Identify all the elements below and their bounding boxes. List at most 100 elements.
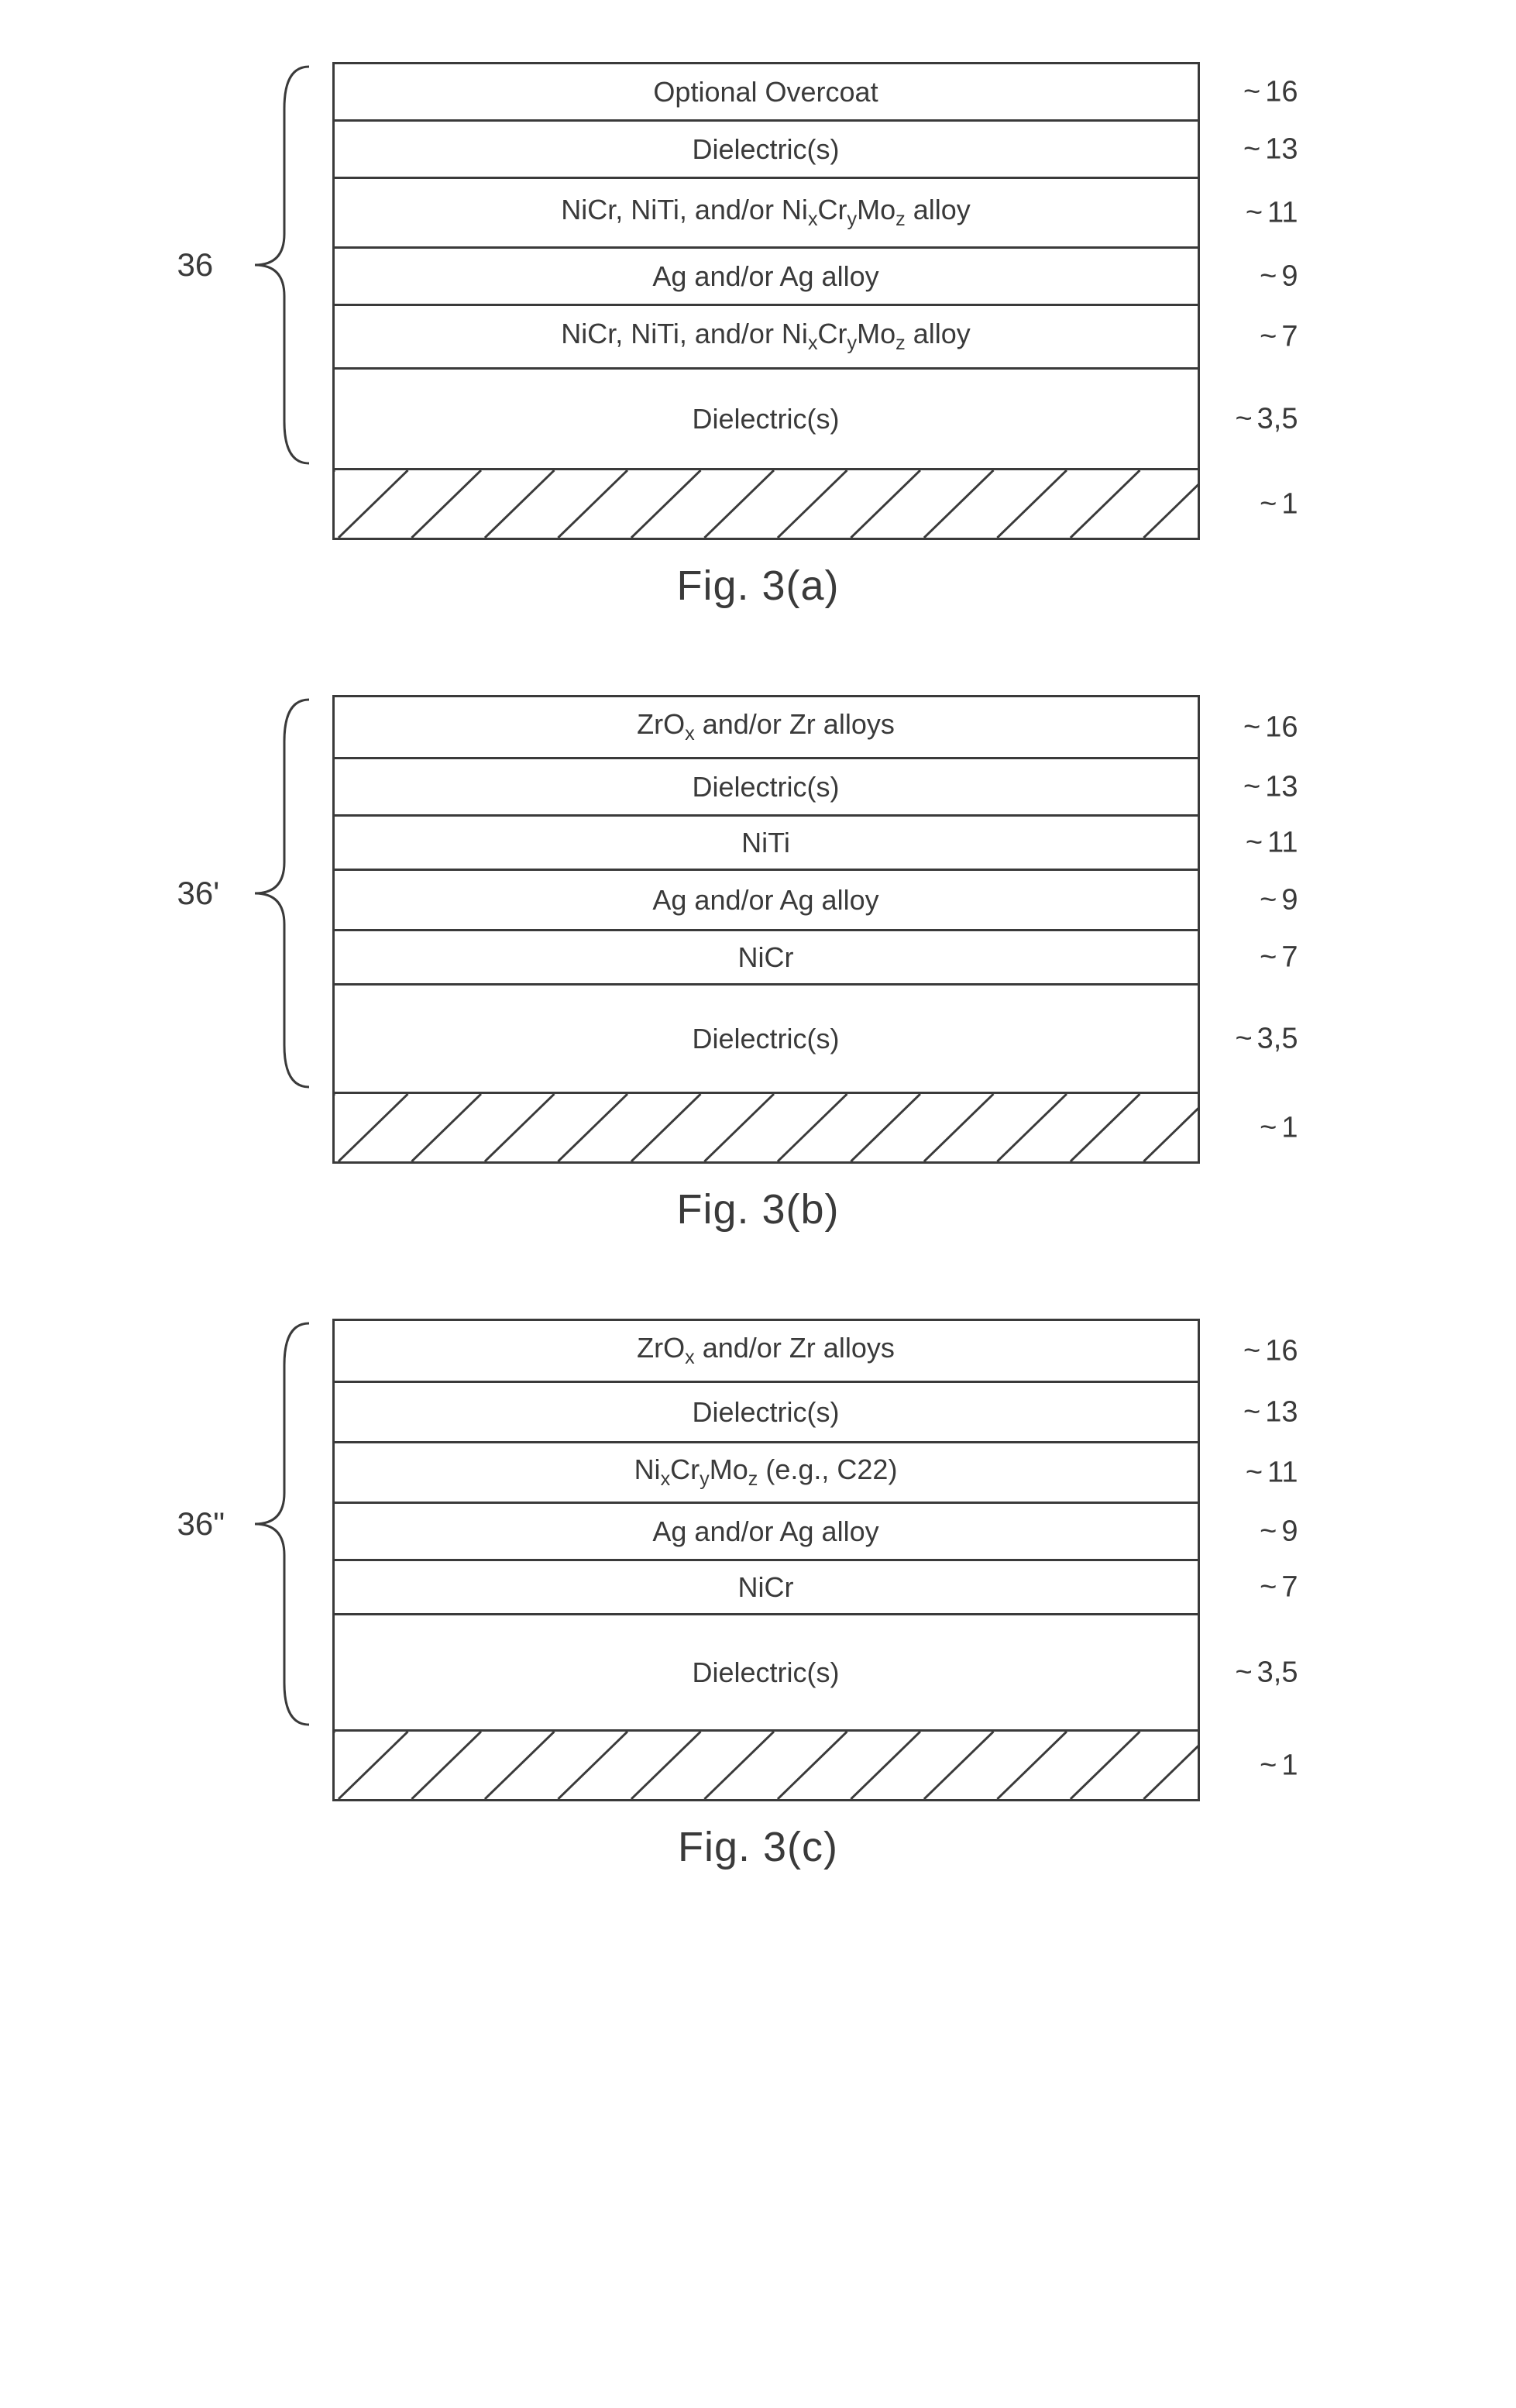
coating-layer: Dielectric(s)~3,5 [335, 1615, 1198, 1732]
coating-layer: NiTi~11 [335, 817, 1198, 871]
layer-number: 11 [1267, 196, 1298, 229]
figure-c: 36"ZrOx and/or Zr alloys~16Dielectric(s)… [177, 1319, 1339, 1871]
layer-number: 7 [1281, 320, 1298, 353]
figure-b: 36'ZrOx and/or Zr alloys~16Dielectric(s)… [177, 695, 1339, 1233]
layer-label: Dielectric(s) [692, 771, 839, 803]
layer-number-label: ~11 [1266, 1456, 1298, 1489]
tilde-icon: ~ [1260, 320, 1277, 353]
layer-number-label: ~3,5 [1255, 402, 1298, 435]
layer-number-label: ~1 [1280, 1749, 1298, 1782]
coating-layer: Dielectric(s)~13 [335, 122, 1198, 179]
layer-number-label: ~16 [1263, 710, 1298, 744]
coating-layer: Dielectric(s)~3,5 [335, 986, 1198, 1094]
coating-layer: NiCr, NiTi, and/or NixCryMoz alloy~7 [335, 306, 1198, 370]
stack-wrap: 36Optional Overcoat~16Dielectric(s)~13Ni… [332, 62, 1200, 540]
tilde-icon: ~ [1260, 1111, 1277, 1144]
tilde-icon: ~ [1260, 1570, 1277, 1604]
layer-number: 11 [1267, 1456, 1298, 1489]
layer-number: 13 [1265, 770, 1298, 803]
layer-number-label: ~7 [1280, 941, 1298, 974]
layer-label: NiCr, NiTi, and/or NixCryMoz alloy [561, 194, 971, 231]
coating-layer: Ag and/or Ag alloy~9 [335, 871, 1198, 931]
layer-number: 9 [1281, 883, 1298, 917]
coating-layer: Dielectric(s)~3,5 [335, 370, 1198, 470]
layer-label: NiCr [738, 941, 794, 974]
layer-label: Ag and/or Ag alloy [652, 884, 878, 917]
layer-number-label: ~11 [1266, 826, 1298, 859]
layer-label: Optional Overcoat [653, 76, 878, 108]
figure-a: 36Optional Overcoat~16Dielectric(s)~13Ni… [177, 62, 1339, 610]
layer-number: 3,5 [1257, 402, 1298, 435]
tilde-icon: ~ [1235, 402, 1252, 435]
substrate-layer: ~1 [335, 1732, 1198, 1801]
tilde-icon: ~ [1260, 260, 1277, 293]
layer-number: 1 [1281, 487, 1298, 521]
bracket-label: 36" [177, 1505, 225, 1543]
layer-stack: ZrOx and/or Zr alloys~16Dielectric(s)~13… [332, 695, 1200, 1164]
layer-label: NiCr, NiTi, and/or NixCryMoz alloy [561, 318, 971, 355]
layer-number: 3,5 [1257, 1656, 1298, 1689]
tilde-icon: ~ [1260, 1749, 1277, 1782]
coating-layer: Optional Overcoat~16 [335, 64, 1198, 122]
layer-number: 16 [1265, 710, 1298, 744]
layer-label: Dielectric(s) [692, 1023, 839, 1055]
tilde-icon: ~ [1246, 1456, 1263, 1489]
layer-number-label: ~1 [1280, 1111, 1298, 1144]
layer-number: 16 [1265, 1334, 1298, 1367]
layer-number: 13 [1265, 132, 1298, 166]
layer-number-label: ~7 [1280, 1570, 1298, 1604]
layer-number-label: ~13 [1263, 132, 1298, 166]
layer-number: 1 [1281, 1111, 1298, 1144]
layer-label: Ag and/or Ag alloy [652, 1515, 878, 1548]
layer-number-label: ~11 [1266, 196, 1298, 229]
tilde-icon: ~ [1260, 883, 1277, 917]
layer-number: 9 [1281, 260, 1298, 293]
tilde-icon: ~ [1243, 710, 1260, 744]
coating-layer: Dielectric(s)~13 [335, 1383, 1198, 1443]
layer-number: 13 [1265, 1395, 1298, 1429]
layer-number-label: ~16 [1263, 75, 1298, 108]
tilde-icon: ~ [1260, 487, 1277, 521]
layer-label: Dielectric(s) [692, 403, 839, 435]
coating-layer: Dielectric(s)~13 [335, 759, 1198, 817]
layer-label: NiCr [738, 1571, 794, 1604]
layer-number: 11 [1267, 826, 1298, 859]
tilde-icon: ~ [1235, 1656, 1252, 1689]
coating-layer: Ag and/or Ag alloy~9 [335, 249, 1198, 306]
layer-number-label: ~13 [1263, 770, 1298, 803]
stack-wrap: 36"ZrOx and/or Zr alloys~16Dielectric(s)… [332, 1319, 1200, 1801]
layer-label: Dielectric(s) [692, 133, 839, 166]
substrate-layer: ~1 [335, 470, 1198, 540]
layer-label: ZrOx and/or Zr alloys [637, 1332, 895, 1369]
tilde-icon: ~ [1246, 196, 1263, 229]
layer-stack: Optional Overcoat~16Dielectric(s)~13 NiCr… [332, 62, 1200, 540]
tilde-icon: ~ [1235, 1022, 1252, 1055]
substrate-layer: ~1 [335, 1094, 1198, 1164]
bracket-label: 36' [177, 875, 220, 912]
tilde-icon: ~ [1243, 132, 1260, 166]
layer-number-label: ~9 [1280, 260, 1298, 293]
layer-number-label: ~16 [1263, 1334, 1298, 1367]
figure-caption: Fig. 3(c) [177, 1823, 1339, 1871]
tilde-icon: ~ [1243, 75, 1260, 108]
tilde-icon: ~ [1243, 770, 1260, 803]
layer-label: Dielectric(s) [692, 1396, 839, 1429]
tilde-icon: ~ [1260, 941, 1277, 974]
layer-number-label: ~13 [1263, 1395, 1298, 1429]
layer-label: NixCryMoz (e.g., C22) [634, 1453, 898, 1491]
layer-number: 7 [1281, 941, 1298, 974]
coating-layer: NiCr~7 [335, 1561, 1198, 1615]
coating-layer: NiCr~7 [335, 931, 1198, 986]
coating-layer: ZrOx and/or Zr alloys~16 [335, 697, 1198, 759]
layer-number: 9 [1281, 1515, 1298, 1548]
layer-number-label: ~7 [1280, 320, 1298, 353]
layer-label: Ag and/or Ag alloy [652, 260, 878, 293]
bracket-icon [239, 62, 325, 468]
tilde-icon: ~ [1246, 826, 1263, 859]
layer-number: 16 [1265, 75, 1298, 108]
layer-number: 7 [1281, 1570, 1298, 1604]
coating-layer: ZrOx and/or Zr alloys~16 [335, 1321, 1198, 1383]
figure-caption: Fig. 3(b) [177, 1185, 1339, 1233]
bracket-icon [239, 695, 325, 1092]
stack-wrap: 36'ZrOx and/or Zr alloys~16Dielectric(s)… [332, 695, 1200, 1164]
